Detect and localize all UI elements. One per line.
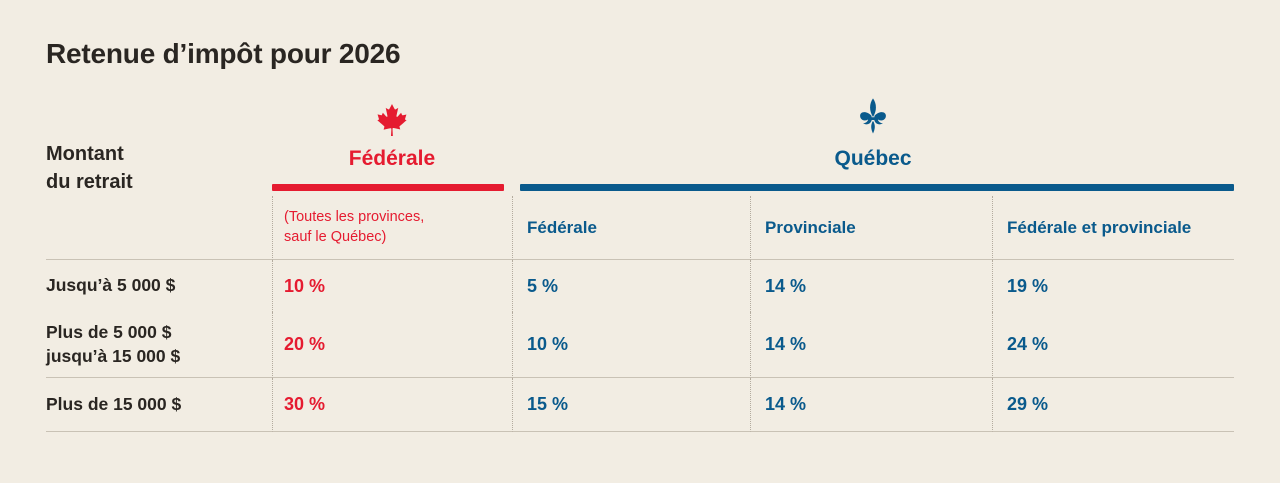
row-header-title: Montant du retrait [46,143,133,193]
tax-table: Montant du retrait Fédérale Québec (Tout… [46,90,1234,432]
qc-federal-column-header: Fédérale [512,196,750,260]
page-title: Retenue d’impôt pour 2026 [46,38,401,69]
row-label: Plus de 15 000 $ [46,378,272,432]
federal-underline-bar [272,183,504,191]
qc-federal-rate: 15 % [512,378,750,432]
tax-withholding-infographic: Retenue d’impôt pour 2026 Montant du ret… [46,38,1234,432]
qc-combined-column-header: Fédérale et provinciale [992,196,1234,260]
qc-combined-rate: 19 % [992,260,1234,312]
qc-combined-rate: 29 % [992,378,1234,432]
row-label: Jusqu’à 5 000 $ [46,275,176,296]
spacer-cell [46,196,272,260]
qc-provincial-rate: 14 % [750,312,992,378]
federal-group-header: Fédérale [348,147,436,170]
federal-rate: 20 % [272,312,512,378]
federal-note: (Toutes les provinces, sauf le Québec) [272,196,512,260]
qc-combined-rate: 24 % [992,312,1234,378]
qc-provincial-rate: 14 % [750,378,992,432]
fleur-de-lis-icon [860,98,886,134]
federal-rate: 10 % [272,260,512,312]
federal-rate: 30 % [272,378,512,432]
row-label: Plus de 5 000 $ jusqu’à 15 000 $ [46,312,272,378]
quebec-group-header: Québec [834,147,912,170]
maple-leaf-icon-cell [272,90,512,140]
maple-leaf-icon [377,104,407,136]
quebec-underline-bar [520,183,1234,191]
qc-provincial-rate: 14 % [750,260,992,312]
fleur-de-lis-icon-cell [512,90,1234,140]
qc-federal-rate: 10 % [512,312,750,378]
qc-provincial-column-header: Provinciale [750,196,992,260]
qc-federal-rate: 5 % [512,260,750,312]
